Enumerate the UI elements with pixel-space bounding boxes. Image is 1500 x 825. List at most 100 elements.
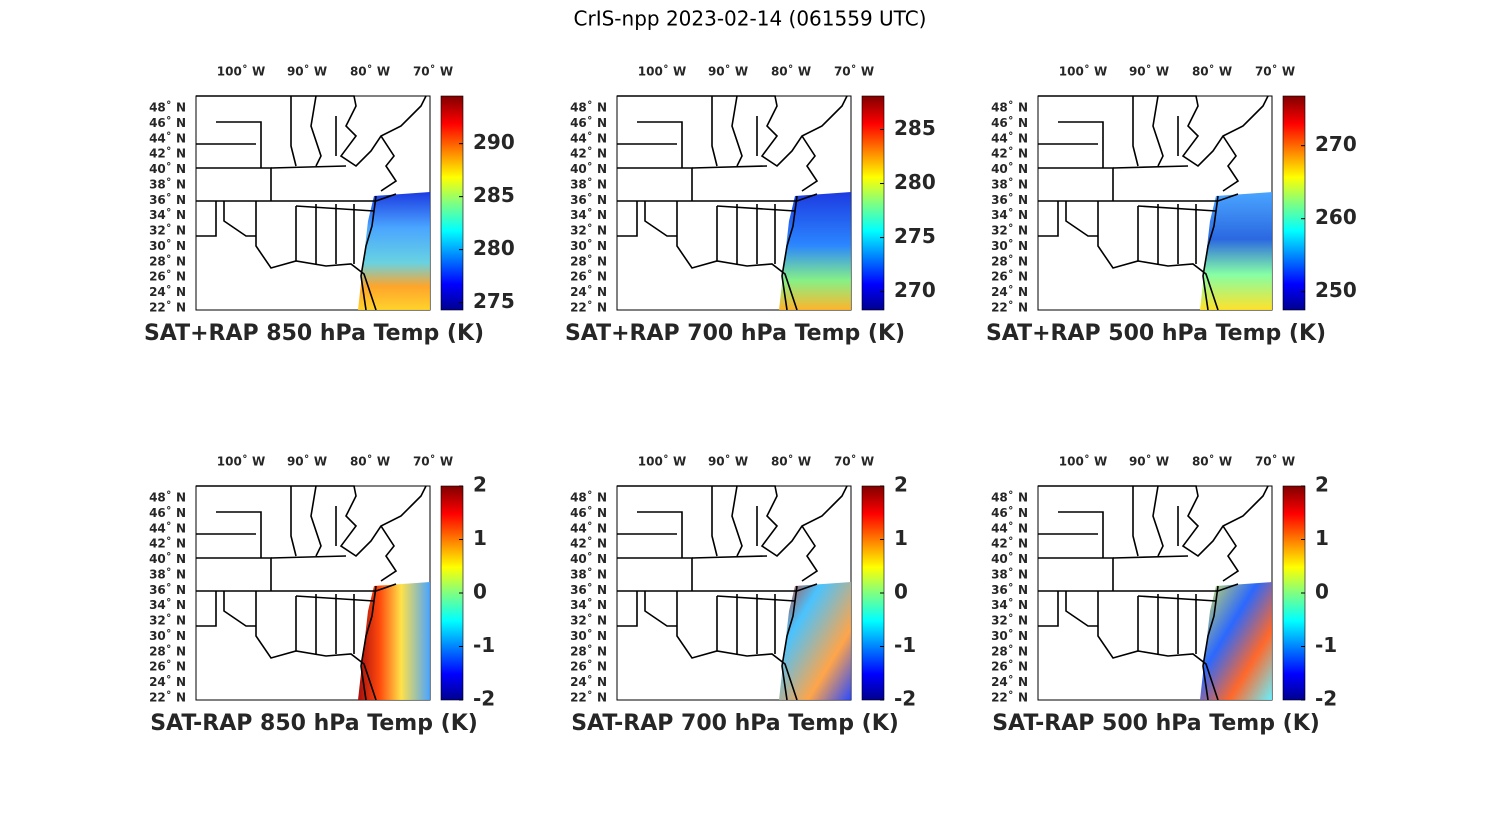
lat-label: 24˚ N — [570, 674, 607, 689]
lon-label: 90˚ W — [287, 454, 327, 469]
lat-label: 28˚ N — [570, 253, 607, 268]
state-boundary — [617, 485, 848, 558]
lat-label: 42˚ N — [149, 536, 186, 551]
lat-label: 36˚ N — [570, 192, 607, 207]
colorbar-tick-label: 1 — [894, 526, 908, 550]
state-boundary — [270, 165, 347, 169]
state-boundary — [801, 135, 819, 192]
lon-label: 100˚ W — [217, 64, 265, 79]
lon-label: 80˚ W — [771, 454, 811, 469]
map-panel: 100˚ W 90˚ W 80˚ W 70˚ W 48˚ N46˚ N44˚ N42˚ … — [570, 454, 916, 737]
state-boundary — [617, 201, 638, 237]
lat-label: 44˚ N — [991, 520, 1028, 535]
lat-label: 22˚ N — [149, 690, 186, 705]
lat-label: 26˚ N — [149, 659, 186, 674]
state-boundary — [731, 95, 743, 167]
state-boundary — [716, 205, 796, 212]
lat-label: 42˚ N — [991, 536, 1028, 551]
state-boundary — [1202, 195, 1219, 311]
map-panel: 100˚ W 90˚ W 80˚ W 70˚ W 48˚ N46˚ N44˚ N42˚ … — [565, 64, 936, 347]
figure-title: CrIS-npp 2023-02-14 (061559 UTC) — [574, 7, 927, 31]
colorbar-tick-label: 280 — [473, 236, 515, 260]
lat-label: 28˚ N — [570, 643, 607, 658]
lat-label: 38˚ N — [991, 566, 1028, 581]
lat-label: 36˚ N — [570, 582, 607, 597]
lat-label: 42˚ N — [570, 146, 607, 161]
swath — [779, 582, 851, 700]
state-boundary — [360, 195, 377, 311]
lat-label: 46˚ N — [991, 115, 1028, 130]
lat-label: 34˚ N — [149, 597, 186, 612]
lon-label: 80˚ W — [1192, 64, 1232, 79]
lat-label: 48˚ N — [149, 100, 186, 115]
lon-label: 90˚ W — [708, 454, 748, 469]
state-boundary — [1065, 591, 1098, 627]
lat-label: 22˚ N — [149, 300, 186, 315]
colorbar-tick-label: 2 — [1315, 473, 1329, 497]
lat-label: 22˚ N — [991, 690, 1028, 705]
lat-label: 44˚ N — [570, 520, 607, 535]
lat-label: 42˚ N — [570, 536, 607, 551]
state-boundary — [216, 511, 262, 558]
colorbar-tick-label: 1 — [473, 526, 487, 550]
lat-label: 42˚ N — [149, 146, 186, 161]
lat-label: 40˚ N — [570, 551, 607, 566]
state-boundary — [196, 95, 427, 168]
lon-label: 70˚ W — [834, 64, 874, 79]
lat-label: 28˚ N — [991, 253, 1028, 268]
lat-label: 22˚ N — [991, 300, 1028, 315]
state-boundary — [1132, 486, 1139, 557]
panel-label: SAT-RAP 500 hPa Temp (K) — [992, 711, 1320, 736]
colorbar-tick-label: 290 — [473, 130, 515, 154]
state-boundary — [1202, 585, 1219, 701]
state-boundary — [691, 165, 768, 169]
state-boundary — [295, 595, 375, 602]
lat-label: 38˚ N — [570, 176, 607, 191]
lat-label: 26˚ N — [991, 269, 1028, 284]
lon-label: 90˚ W — [287, 64, 327, 79]
lat-label: 30˚ N — [991, 238, 1028, 253]
swath — [358, 192, 430, 310]
state-boundary — [801, 525, 819, 582]
lon-label: 100˚ W — [638, 64, 686, 79]
state-boundary — [1137, 595, 1217, 602]
state-boundary — [1222, 135, 1240, 192]
swath — [779, 192, 851, 310]
state-boundary — [310, 485, 322, 557]
lat-label: 36˚ N — [991, 192, 1028, 207]
state-boundary — [1065, 201, 1098, 237]
colorbar-tick-label: 285 — [473, 183, 515, 207]
lat-label: 42˚ N — [991, 146, 1028, 161]
state-boundary — [1132, 96, 1139, 167]
lat-label: 24˚ N — [991, 284, 1028, 299]
state-boundary — [716, 595, 796, 602]
colorbar-tick-label: 1 — [1315, 526, 1329, 550]
lat-label: 48˚ N — [149, 490, 186, 505]
lat-label: 46˚ N — [149, 505, 186, 520]
colorbar-tick-label: 275 — [894, 224, 936, 248]
swath — [358, 582, 430, 700]
colorbar-tick-label: -2 — [1315, 687, 1337, 711]
state-boundary — [781, 585, 798, 701]
state-boundary — [290, 96, 297, 167]
lat-label: 34˚ N — [149, 207, 186, 222]
lat-label: 36˚ N — [991, 582, 1028, 597]
lat-label: 26˚ N — [570, 269, 607, 284]
lon-label: 100˚ W — [1059, 64, 1107, 79]
state-boundary — [1137, 205, 1217, 212]
lat-label: 24˚ N — [149, 674, 186, 689]
colorbar-tick-label: 260 — [1315, 205, 1357, 229]
lat-label: 28˚ N — [149, 643, 186, 658]
lat-label: 32˚ N — [570, 223, 607, 238]
lat-label: 34˚ N — [991, 597, 1028, 612]
state-boundary — [1058, 511, 1104, 558]
lon-label: 80˚ W — [771, 64, 811, 79]
colorbar-tick-label: -1 — [473, 633, 495, 657]
lat-label: 46˚ N — [149, 115, 186, 130]
lat-label: 34˚ N — [991, 207, 1028, 222]
state-boundary — [295, 205, 375, 212]
lat-label: 26˚ N — [991, 659, 1028, 674]
lat-label: 30˚ N — [570, 628, 607, 643]
lat-label: 48˚ N — [570, 490, 607, 505]
lat-label: 38˚ N — [149, 566, 186, 581]
